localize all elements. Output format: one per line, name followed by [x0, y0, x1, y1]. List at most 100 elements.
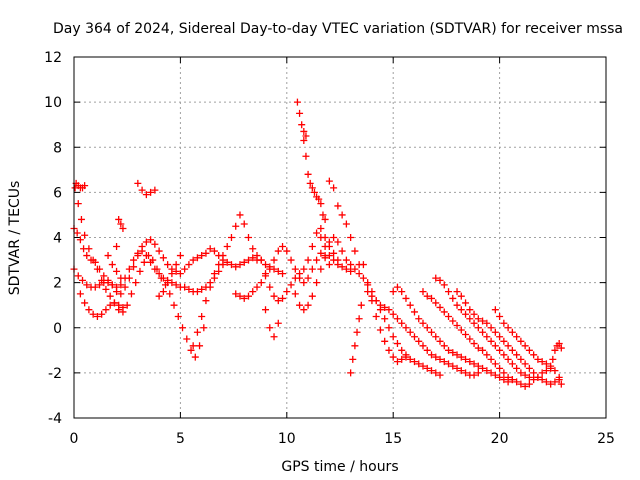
data-point: [351, 247, 359, 255]
data-point: [142, 191, 150, 199]
data-point: [457, 353, 465, 361]
data-point: [227, 234, 235, 241]
y-axis-title: SDTVAR / TECUs: [7, 181, 23, 296]
data-point: [262, 270, 270, 278]
data-point: [232, 222, 240, 230]
data-point: [166, 290, 174, 298]
data-point: [457, 326, 465, 334]
data-point: [249, 245, 257, 253]
data-point: [183, 335, 191, 343]
series-track-4: [76, 290, 127, 320]
data-point: [287, 256, 295, 264]
data-point: [474, 369, 482, 377]
data-point: [308, 184, 316, 192]
data-point: [496, 346, 504, 354]
data-point: [551, 378, 559, 386]
data-point: [453, 351, 461, 359]
data-point: [291, 274, 299, 282]
data-point: [257, 279, 265, 287]
data-point: [227, 261, 235, 269]
data-point: [291, 265, 299, 273]
data-point: [483, 351, 491, 359]
data-point: [385, 346, 393, 354]
data-point: [385, 324, 393, 332]
data-point: [232, 263, 240, 271]
data-point: [381, 315, 389, 323]
data-point: [428, 294, 436, 302]
data-points: [70, 98, 565, 390]
data-point: [347, 369, 355, 377]
data-point: [136, 267, 144, 275]
data-point: [147, 188, 155, 196]
data-point: [123, 301, 131, 309]
series-track-2: [71, 184, 208, 361]
data-point: [542, 378, 550, 386]
data-point: [202, 297, 210, 305]
series-track-3: [70, 247, 227, 296]
data-point: [151, 186, 159, 194]
data-point: [393, 315, 401, 323]
data-point: [334, 202, 342, 210]
data-point: [159, 274, 167, 282]
data-point: [79, 276, 87, 284]
data-point: [279, 294, 287, 302]
data-point: [113, 267, 121, 275]
series-track-22: [453, 288, 563, 388]
data-point: [179, 324, 187, 332]
data-point: [555, 373, 563, 381]
data-point: [342, 256, 350, 264]
data-point: [517, 355, 525, 363]
data-point: [293, 98, 301, 106]
data-point: [196, 342, 204, 350]
data-point: [355, 315, 363, 323]
data-point: [547, 364, 555, 372]
data-point: [542, 360, 550, 368]
data-point: [104, 252, 112, 260]
data-point: [445, 288, 453, 296]
data-point: [479, 328, 487, 336]
data-point: [85, 245, 93, 253]
data-point: [453, 364, 461, 372]
data-point: [500, 376, 508, 384]
data-point: [74, 200, 82, 208]
data-point: [389, 310, 397, 318]
data-point: [432, 274, 440, 282]
data-point: [96, 281, 104, 289]
data-point: [504, 342, 512, 350]
data-point: [440, 358, 448, 366]
data-point: [91, 283, 99, 291]
data-point: [244, 292, 252, 300]
data-point: [113, 243, 121, 251]
data-point: [172, 261, 180, 269]
data-point: [291, 290, 299, 298]
data-point: [85, 306, 93, 314]
data-point: [325, 177, 333, 185]
data-point: [557, 380, 565, 388]
data-point: [142, 238, 150, 246]
data-point: [215, 261, 223, 269]
data-point: [223, 258, 231, 266]
data-point: [462, 369, 470, 377]
data-point: [187, 346, 195, 354]
data-point: [334, 256, 342, 264]
data-point: [174, 312, 182, 320]
data-point: [159, 254, 167, 262]
data-point: [462, 299, 470, 307]
data-point: [321, 215, 329, 223]
gridlines: [74, 57, 606, 418]
data-point: [342, 265, 350, 273]
data-point: [74, 272, 82, 280]
data-point: [262, 261, 270, 269]
data-point: [410, 358, 418, 366]
series-track-10: [257, 229, 355, 305]
data-point: [521, 342, 529, 350]
series-track-20: [419, 288, 533, 390]
data-point: [487, 369, 495, 377]
data-point: [521, 360, 529, 368]
data-point: [274, 297, 282, 305]
data-point: [130, 256, 138, 264]
x-tick-label: 0: [70, 431, 79, 447]
data-point: [159, 288, 167, 296]
data-point: [304, 301, 312, 309]
data-point: [470, 360, 478, 368]
